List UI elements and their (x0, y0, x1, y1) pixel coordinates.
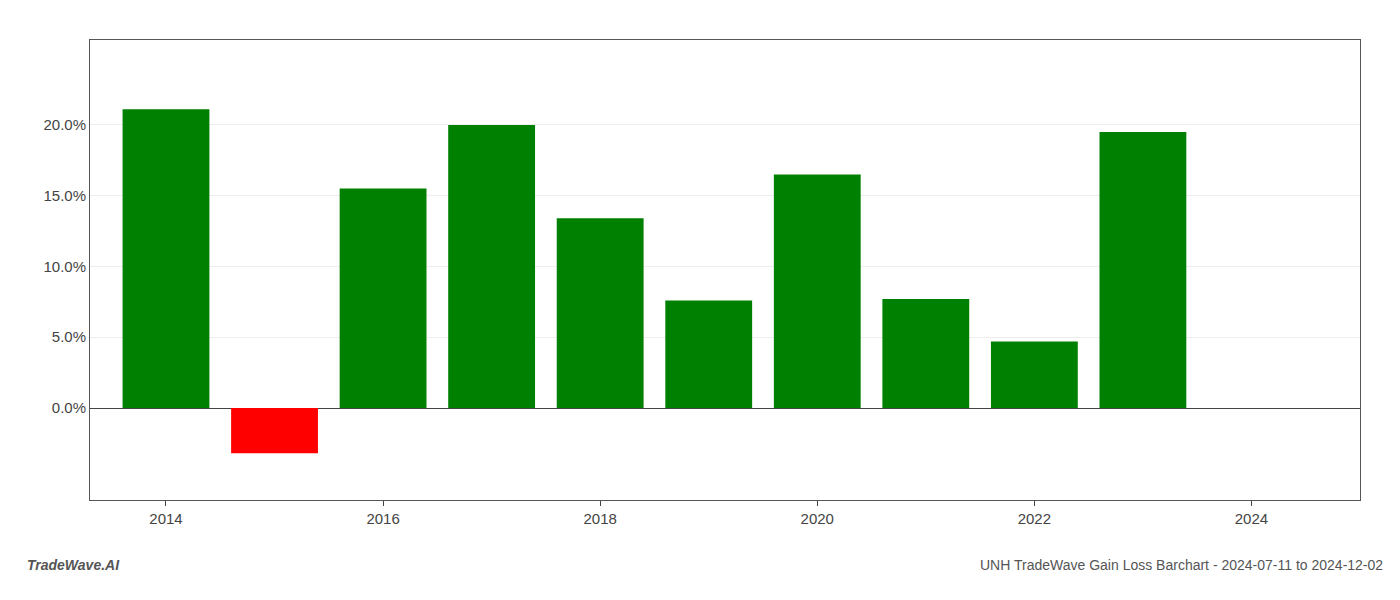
svg-text:15.0%: 15.0% (43, 187, 86, 204)
svg-text:2024: 2024 (1235, 510, 1268, 527)
svg-text:2018: 2018 (583, 510, 616, 527)
svg-text:TradeWave.AI: TradeWave.AI (27, 557, 120, 573)
svg-text:0.0%: 0.0% (52, 399, 86, 416)
svg-text:2022: 2022 (1018, 510, 1051, 527)
svg-text:2020: 2020 (801, 510, 834, 527)
svg-text:10.0%: 10.0% (43, 258, 86, 275)
svg-text:2014: 2014 (149, 510, 182, 527)
svg-text:2016: 2016 (366, 510, 399, 527)
svg-text:5.0%: 5.0% (52, 328, 86, 345)
svg-text:20.0%: 20.0% (43, 116, 86, 133)
svg-text:UNH TradeWave Gain Loss Barcha: UNH TradeWave Gain Loss Barchart - 2024-… (980, 557, 1383, 573)
